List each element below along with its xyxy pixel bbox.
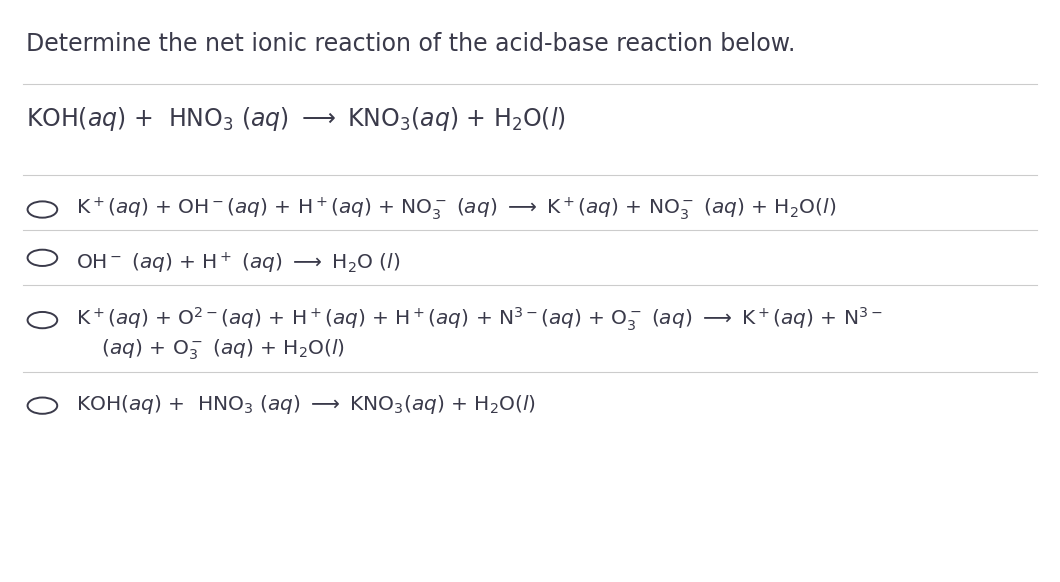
Text: KOH$(aq)$ +  HNO$_3$ $(aq)$ $\longrightarrow$ KNO$_3(aq)$ + H$_2$O$(l)$: KOH$(aq)$ + HNO$_3$ $(aq)$ $\longrightar… xyxy=(76,393,536,416)
Text: KOH$(aq)$ +  HNO$_3$ $(aq)$ $\longrightarrow$ KNO$_3(aq)$ + H$_2$O$(l)$: KOH$(aq)$ + HNO$_3$ $(aq)$ $\longrightar… xyxy=(26,105,566,133)
Text: K$^+$$(aq)$ + O$^{2-}$$(aq)$ + H$^+$$(aq)$ + H$^+$$(aq)$ + N$^{3-}$$(aq)$ + O$_3: K$^+$$(aq)$ + O$^{2-}$$(aq)$ + H$^+$$(aq… xyxy=(76,306,883,333)
Text: K$^+$$(aq)$ + OH$^-$$(aq)$ + H$^+$$(aq)$ + NO$_3^-$ $(aq)$ $\longrightarrow$ K$^: K$^+$$(aq)$ + OH$^-$$(aq)$ + H$^+$$(aq)$… xyxy=(76,195,836,222)
Text: OH$^-$ $(aq)$ + H$^+$ $(aq)$ $\longrightarrow$ H$_2$O $(l)$: OH$^-$ $(aq)$ + H$^+$ $(aq)$ $\longright… xyxy=(76,250,401,275)
Text: Determine the net ionic reaction of the acid-base reaction below.: Determine the net ionic reaction of the … xyxy=(26,32,796,56)
Text: $(aq)$ + O$_3^-$ $(aq)$ + H$_2$O$(l)$: $(aq)$ + O$_3^-$ $(aq)$ + H$_2$O$(l)$ xyxy=(76,338,346,362)
